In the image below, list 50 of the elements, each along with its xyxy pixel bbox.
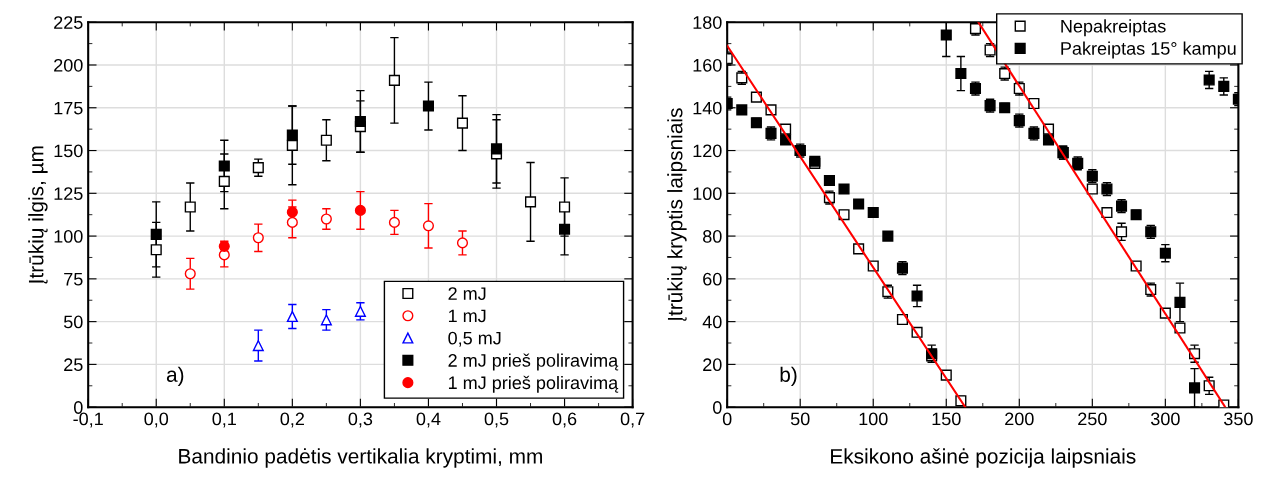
y-tick-label: 0 xyxy=(712,401,722,414)
x-tick-label: 0,1 xyxy=(212,412,236,428)
x-tick-label: 50 xyxy=(790,412,810,426)
y-tick-label: 20 xyxy=(703,358,722,372)
y-tick-label: 125 xyxy=(54,187,83,201)
x-axis-title: Bandinio padėtis vertikalia kryptimi, mm xyxy=(179,448,542,468)
y-tick-label: 80 xyxy=(703,230,722,243)
y-tick-label: 175 xyxy=(54,101,83,115)
y-tick-label: 100 xyxy=(693,187,722,201)
legend-label: 2 mJ xyxy=(448,287,486,301)
legend-label: Nepakreiptas xyxy=(1061,19,1166,37)
x-tick-label: 350 xyxy=(1224,412,1253,426)
legend-label: 1 mJ xyxy=(448,309,486,323)
y-tick-label: 120 xyxy=(693,144,722,158)
y-axis-title: Įtrūkių kryptis laipsniais xyxy=(667,108,687,321)
x-tick-label: 0,6 xyxy=(552,412,577,428)
y-tick-label: 140 xyxy=(693,101,722,115)
x-tick-label: 100 xyxy=(859,412,888,426)
annotation: a) xyxy=(166,366,184,387)
x-tick-label: 0,2 xyxy=(280,412,304,428)
y-tick-label: 60 xyxy=(703,272,722,286)
annotation: b) xyxy=(780,366,797,387)
y-tick-label: 40 xyxy=(702,315,722,329)
y-tick-label: 100 xyxy=(54,230,83,243)
x-axis-title: Eksikono ašinė pozicija laipsniais xyxy=(831,448,1136,468)
legend-label: 1 mJ prieš poliravimą xyxy=(448,375,619,393)
x-tick-label: 300 xyxy=(1150,412,1180,426)
legend-label: Pakreiptas 15° kampu xyxy=(1061,41,1236,59)
y-tick-label: 225 xyxy=(54,16,83,29)
x-tick-label: 250 xyxy=(1078,412,1107,426)
legend-label: 2 mJ prieš poliravimą xyxy=(448,353,619,371)
x-tick-label: 0,0 xyxy=(144,412,169,428)
y-tick-label: 25 xyxy=(64,358,83,372)
y-tick-label: 160 xyxy=(693,58,722,72)
x-tick-label: 0,4 xyxy=(416,412,441,428)
x-tick-label: 0,7 xyxy=(620,412,645,428)
x-tick-label: 150 xyxy=(932,412,961,426)
x-tick-label: -0,1 xyxy=(73,412,103,428)
y-tick-label: 75 xyxy=(64,272,83,286)
y-axis-title: Įtrūkių ilgis, µm xyxy=(28,146,48,284)
x-tick-label: 0,3 xyxy=(348,412,373,428)
y-tick-label: 200 xyxy=(54,58,83,72)
y-tick-label: 0 xyxy=(73,401,83,414)
x-tick-label: 0 xyxy=(722,412,732,426)
x-tick-label: 200 xyxy=(1005,412,1034,426)
x-tick-label: 0,5 xyxy=(484,412,509,428)
legend-label: 0,5 mJ xyxy=(448,331,501,347)
y-tick-label: 150 xyxy=(54,144,83,158)
y-tick-label: 180 xyxy=(693,16,722,29)
y-tick-label: 50 xyxy=(63,315,83,329)
